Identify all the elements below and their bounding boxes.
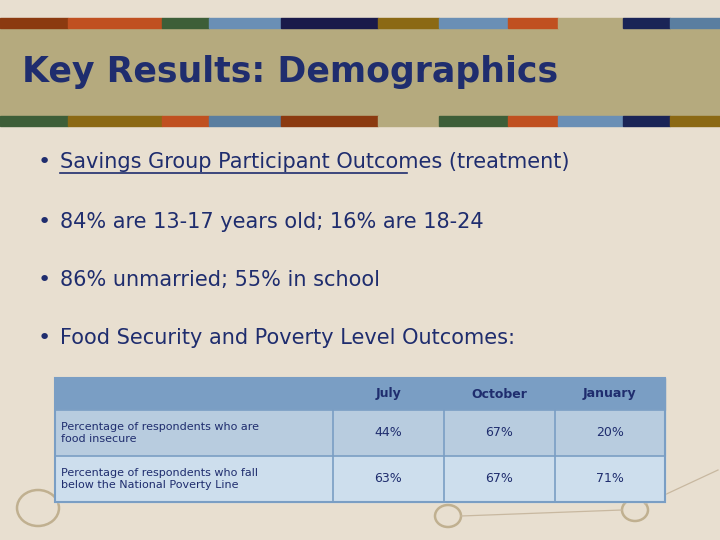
Bar	[68, 18, 162, 28]
Bar	[558, 18, 623, 28]
Text: July: July	[375, 388, 401, 401]
Bar	[55, 378, 665, 410]
Text: •: •	[38, 152, 51, 172]
Bar	[670, 116, 720, 126]
Bar	[55, 456, 665, 502]
Text: Key Results: Demographics: Key Results: Demographics	[22, 55, 558, 89]
Text: Percentage of respondents who are
food insecure: Percentage of respondents who are food i…	[61, 422, 259, 444]
Bar	[670, 18, 720, 28]
Bar	[0, 28, 720, 116]
Bar	[508, 116, 558, 126]
Text: 20%: 20%	[596, 427, 624, 440]
Bar	[0, 116, 68, 126]
Bar	[162, 116, 209, 126]
Bar	[209, 18, 281, 28]
Text: 63%: 63%	[374, 472, 402, 485]
Bar	[281, 18, 378, 28]
Text: January: January	[583, 388, 636, 401]
Text: Savings Group Participant Outcomes (treatment): Savings Group Participant Outcomes (trea…	[60, 152, 570, 172]
Bar	[439, 18, 508, 28]
Text: 84% are 13-17 years old; 16% are 18-24: 84% are 13-17 years old; 16% are 18-24	[60, 212, 484, 232]
Bar	[623, 116, 670, 126]
Text: October: October	[471, 388, 527, 401]
Text: Food Security and Poverty Level Outcomes:: Food Security and Poverty Level Outcomes…	[60, 328, 515, 348]
Bar	[558, 116, 623, 126]
Text: 67%: 67%	[485, 472, 513, 485]
Bar	[0, 18, 68, 28]
Bar	[623, 18, 670, 28]
Text: 71%: 71%	[596, 472, 624, 485]
Bar	[162, 18, 209, 28]
Bar	[378, 18, 439, 28]
Bar	[281, 116, 378, 126]
Bar	[68, 116, 162, 126]
Bar	[55, 378, 665, 502]
Bar	[55, 410, 665, 456]
Text: •: •	[38, 328, 51, 348]
Bar	[209, 116, 281, 126]
Bar	[439, 116, 508, 126]
Text: •: •	[38, 270, 51, 290]
Text: 67%: 67%	[485, 427, 513, 440]
Bar	[508, 18, 558, 28]
Bar	[378, 116, 439, 126]
Text: 86% unmarried; 55% in school: 86% unmarried; 55% in school	[60, 270, 380, 290]
Text: 44%: 44%	[374, 427, 402, 440]
Text: Percentage of respondents who fall
below the National Poverty Line: Percentage of respondents who fall below…	[61, 468, 258, 490]
Text: •: •	[38, 212, 51, 232]
